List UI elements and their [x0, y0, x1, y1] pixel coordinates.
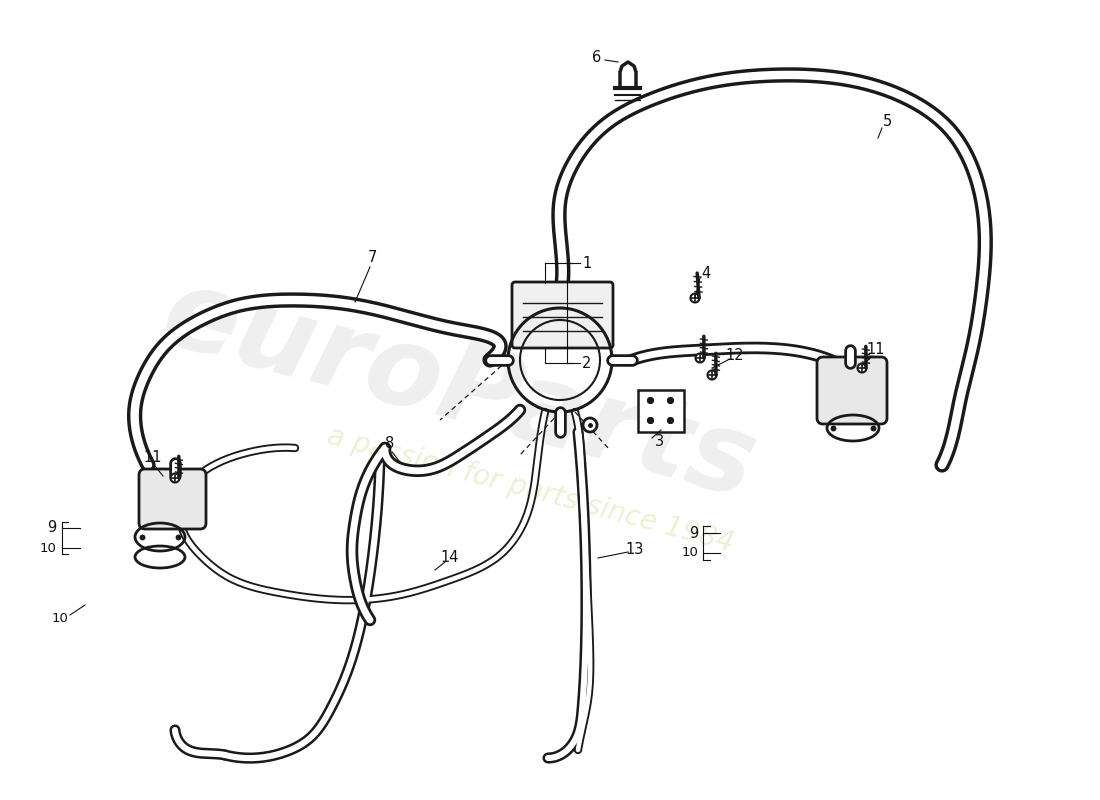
Text: 11: 11 [867, 342, 886, 358]
Text: 6: 6 [593, 50, 602, 65]
Text: 7: 7 [367, 250, 376, 266]
Text: 2: 2 [582, 355, 592, 370]
Text: euroParts: euroParts [152, 259, 768, 521]
Text: 11: 11 [144, 450, 163, 466]
Text: 10: 10 [682, 546, 698, 559]
Circle shape [858, 363, 867, 373]
Text: 4: 4 [702, 266, 711, 281]
Text: 13: 13 [626, 542, 645, 557]
Text: 3: 3 [656, 434, 664, 450]
Text: 10: 10 [52, 611, 68, 625]
Text: 9: 9 [47, 521, 56, 535]
Circle shape [695, 354, 704, 362]
Text: 9: 9 [690, 526, 698, 541]
Text: 14: 14 [441, 550, 460, 566]
Text: 10: 10 [40, 542, 56, 554]
Text: 1: 1 [582, 255, 592, 270]
FancyBboxPatch shape [817, 357, 887, 424]
Circle shape [691, 294, 700, 302]
Text: a passion for parts since 1984: a passion for parts since 1984 [323, 422, 736, 558]
Circle shape [707, 370, 716, 379]
FancyBboxPatch shape [512, 282, 613, 348]
FancyBboxPatch shape [139, 469, 206, 529]
Circle shape [583, 418, 597, 432]
Text: 12: 12 [726, 349, 745, 363]
Text: 5: 5 [882, 114, 892, 130]
FancyBboxPatch shape [638, 390, 684, 432]
Circle shape [170, 474, 179, 482]
Text: 8: 8 [385, 435, 395, 450]
